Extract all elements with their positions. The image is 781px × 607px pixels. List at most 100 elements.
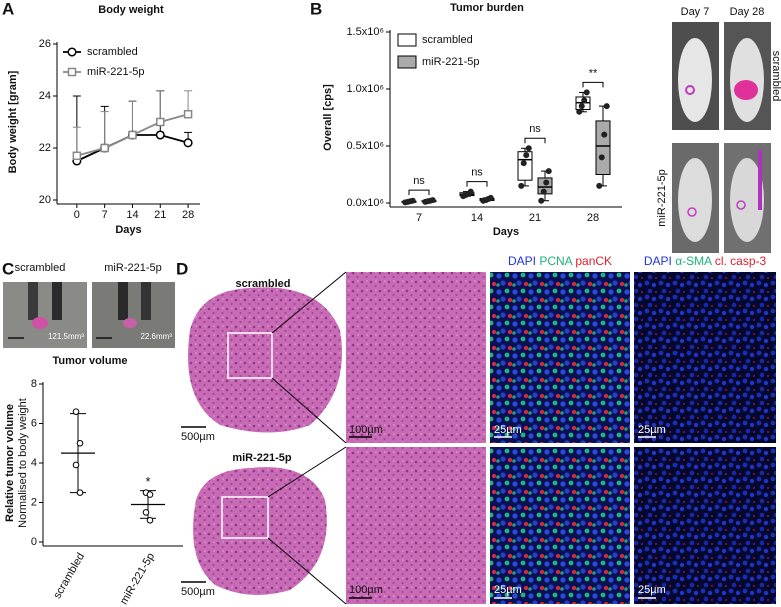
stain: panCK (575, 254, 612, 268)
stain-legend: DAPI α-SMA cl. casp-3 (644, 254, 767, 268)
stain: DAPI (508, 254, 536, 268)
box (595, 120, 611, 175)
point (525, 145, 532, 152)
point (142, 509, 150, 516)
y-tick-label: 24 (39, 90, 51, 102)
x-tick-label: 21 (154, 209, 166, 221)
chart-title: Tumor volume (53, 355, 128, 367)
point (467, 188, 474, 195)
volume-label: 121.5mm³ (48, 332, 84, 341)
point (540, 188, 547, 195)
marker (156, 117, 165, 127)
stain: α-SMA (675, 254, 712, 268)
scale-bar: 25µm (638, 584, 666, 596)
photo-label: scrambled (15, 262, 66, 274)
significance: ** (589, 67, 598, 79)
marker (100, 143, 109, 153)
panel-label: A (2, 0, 14, 18)
chart-title: Tumor burden (450, 2, 524, 14)
chart-title: Body weight (98, 4, 164, 16)
point (581, 97, 588, 104)
legend-swatch (397, 33, 417, 47)
legend-swatch (397, 55, 417, 69)
x-tick-label: 28 (587, 212, 599, 224)
point (598, 154, 605, 161)
point (545, 168, 552, 175)
histology (181, 271, 776, 605)
row-label: miR-221-5p (656, 169, 668, 226)
point (603, 103, 610, 110)
mouse-images (672, 22, 771, 253)
bracket (466, 181, 488, 187)
x-axis-label: Days (493, 226, 519, 238)
bracket (582, 81, 604, 88)
scale-bar: 100µm (349, 424, 383, 436)
marker (67, 67, 77, 77)
scale-bar: 25µm (494, 424, 522, 436)
marker (155, 130, 165, 140)
marker (183, 109, 193, 119)
y-tick-label: 4 (31, 457, 37, 469)
marker (72, 151, 82, 161)
legend-label: scrambled (87, 46, 138, 58)
y-tick-label: 2 (31, 496, 37, 508)
point (76, 489, 84, 496)
y-axis-label: Relative tumor volume (4, 404, 16, 522)
x-tick-label: 7 (102, 209, 108, 221)
x-tick-label: 14 (471, 212, 483, 224)
y-tick-label: 1.0x10⁶ (346, 83, 384, 95)
box (517, 151, 533, 181)
y-tick-label: 8 (31, 378, 37, 390)
point (596, 182, 603, 189)
point (72, 408, 80, 415)
panel-label: B (310, 0, 322, 18)
point (543, 179, 550, 186)
panel-label: D (176, 259, 188, 278)
tumor-photos (3, 282, 175, 348)
point (538, 197, 545, 204)
marker (128, 130, 137, 140)
point (578, 103, 585, 110)
bracket (408, 189, 430, 196)
marker (67, 47, 77, 57)
x-tick-label: 28 (182, 209, 194, 221)
point (520, 160, 527, 167)
legend-label: scrambled (422, 34, 473, 46)
y-tick-label: 20 (39, 194, 51, 206)
stain-legend: DAPI PCNA panCK (508, 254, 612, 268)
x-tick-label: 21 (529, 212, 541, 224)
x-tick-label: 7 (416, 212, 422, 224)
point (576, 108, 583, 115)
stain: DAPI (644, 254, 672, 268)
scale-bar: 25µm (494, 584, 522, 596)
panel-label: C (2, 259, 14, 278)
x-tick-label: 0 (74, 209, 80, 221)
scale-bar: 25µm (638, 424, 666, 436)
scale-bar: 100µm (349, 584, 383, 596)
bracket (524, 137, 546, 144)
y-tick-label: 6 (31, 417, 37, 429)
marker (183, 138, 193, 148)
point (76, 439, 84, 447)
point (583, 89, 590, 96)
scale-bar: 500µm (181, 431, 215, 443)
significance: ns (413, 175, 425, 187)
y-tick-label: 26 (39, 38, 51, 50)
point (487, 194, 494, 201)
stain: PCNA (539, 254, 572, 268)
point (409, 197, 416, 204)
row-label: scrambled (235, 278, 290, 290)
point (72, 461, 80, 469)
stain: cl. casp-3 (715, 254, 767, 268)
y-axis-label: Overall [cps] (322, 84, 334, 151)
point (429, 197, 436, 204)
row-label: miR-221-5p (232, 452, 292, 464)
x-tick-label: scrambled (51, 551, 87, 601)
scale-bar: 500µm (181, 586, 215, 598)
significance: * (145, 474, 150, 489)
point (601, 131, 608, 138)
legend-label: miR-221-5p (422, 56, 479, 68)
image-label: Day 7 (681, 6, 710, 18)
x-axis-label: Days (115, 224, 141, 236)
